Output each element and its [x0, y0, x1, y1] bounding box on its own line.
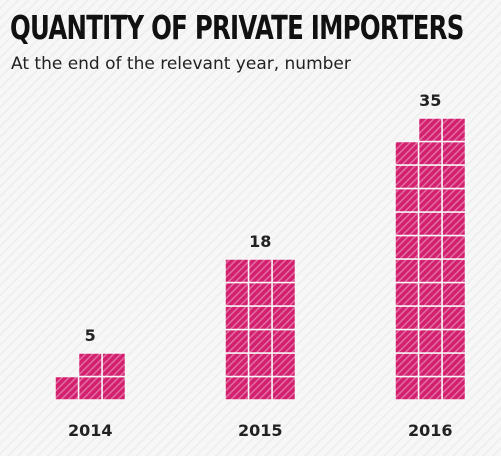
- bar-cell: [394, 281, 420, 307]
- bar-cell: [271, 281, 297, 307]
- bar-cell: [224, 258, 250, 284]
- bar-cell: [417, 281, 443, 307]
- bar-cell: [394, 211, 420, 237]
- bar-cell: [224, 328, 250, 354]
- bar-cell: [271, 375, 297, 401]
- bar-cell: [394, 375, 420, 401]
- bar-cell: [224, 305, 250, 331]
- category-label-2014: 2014: [68, 421, 113, 440]
- category-label-2015: 2015: [238, 421, 283, 440]
- bar-cell: [394, 234, 420, 260]
- bar-cell: [441, 258, 467, 284]
- bar-cell: [441, 281, 467, 307]
- bar-cell: [417, 352, 443, 378]
- bar-cell: [417, 187, 443, 213]
- bar-cell: [271, 352, 297, 378]
- bar-2015: [224, 258, 297, 401]
- bar-cell: [417, 234, 443, 260]
- bar-cell: [441, 234, 467, 260]
- chart-title: QUANTITY OF PRIVATE IMPORTERS: [10, 8, 464, 47]
- bar-cell: [247, 258, 273, 284]
- bar-cell: [224, 375, 250, 401]
- category-label-2016: 2016: [408, 421, 453, 440]
- bar-cell: [417, 328, 443, 354]
- bar-cell: [441, 140, 467, 166]
- bar-cell: [271, 328, 297, 354]
- bar-cell: [77, 375, 103, 401]
- bar-cell: [394, 164, 420, 190]
- bar-cell: [247, 375, 273, 401]
- bar-cell: [441, 328, 467, 354]
- bar-cell: [441, 305, 467, 331]
- bar-2014: [54, 352, 127, 401]
- bar-cell: [224, 281, 250, 307]
- bar-cell: [441, 164, 467, 190]
- bar-cell: [247, 281, 273, 307]
- bar-cell: [441, 375, 467, 401]
- bar-cell: [441, 211, 467, 237]
- bar-cell: [417, 140, 443, 166]
- bar-cell: [417, 211, 443, 237]
- value-label-2016: 35: [419, 91, 441, 110]
- bar-cell: [271, 305, 297, 331]
- bar-cell: [54, 375, 80, 401]
- chart-subtitle: At the end of the relevant year, number: [11, 54, 351, 74]
- value-label-2015: 18: [249, 232, 271, 251]
- bar-cell: [417, 258, 443, 284]
- bar-cell: [417, 305, 443, 331]
- bar-cell: [394, 328, 420, 354]
- bar-cell: [417, 375, 443, 401]
- bar-cell: [101, 352, 127, 378]
- bar-cell: [394, 187, 420, 213]
- bar-cell: [247, 305, 273, 331]
- bar-cell: [417, 164, 443, 190]
- bar-cell: [441, 187, 467, 213]
- bar-cell: [271, 258, 297, 284]
- bar-2016: [394, 117, 467, 401]
- bar-cell: [247, 328, 273, 354]
- bar-cell: [394, 258, 420, 284]
- bar-cell: [417, 117, 443, 143]
- bar-cell: [394, 305, 420, 331]
- bar-cell: [441, 352, 467, 378]
- bar-cell: [441, 117, 467, 143]
- bar-cell: [394, 140, 420, 166]
- bar-cell: [247, 352, 273, 378]
- bar-cell: [101, 375, 127, 401]
- bar-cell: [77, 352, 103, 378]
- bar-cell: [394, 352, 420, 378]
- value-label-2014: 5: [85, 326, 96, 345]
- bar-cell: [224, 352, 250, 378]
